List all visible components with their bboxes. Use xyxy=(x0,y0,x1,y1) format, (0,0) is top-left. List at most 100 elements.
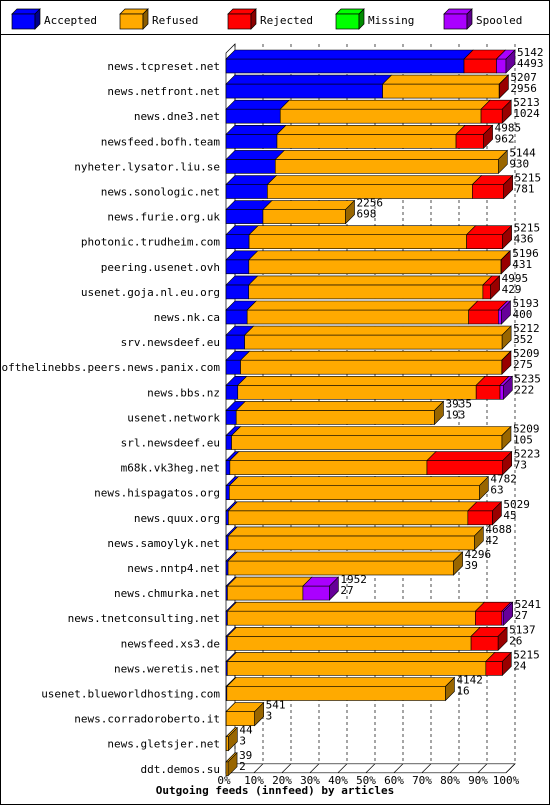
row-accepted-label: 27 xyxy=(515,609,528,622)
bar-spooled xyxy=(500,385,503,399)
bar-accepted xyxy=(226,285,249,299)
row-label: nyheter.lysator.liu.se xyxy=(74,160,220,173)
bar-refused xyxy=(275,159,498,173)
bar-spooled xyxy=(303,586,329,600)
bar-refused xyxy=(228,536,474,550)
bar-refused xyxy=(228,511,467,525)
row-label: news.tcpreset.net xyxy=(107,60,220,73)
bar-accepted-top xyxy=(226,75,392,84)
legend-label: Missing xyxy=(368,14,414,27)
legend-swatch xyxy=(336,14,359,29)
bar-accepted xyxy=(226,436,232,450)
row-label: news.hispagatos.org xyxy=(94,487,220,500)
legend-swatch xyxy=(228,14,251,29)
legend-swatch xyxy=(120,14,143,29)
bar-refused-top xyxy=(280,100,490,109)
row-accepted-label: 962 xyxy=(495,132,515,145)
bar-refused xyxy=(226,737,228,751)
chart-title: Outgoing feeds (innfeed) by articles xyxy=(0,784,550,797)
bar-refused xyxy=(227,586,302,600)
bar-refused xyxy=(227,687,446,701)
bar-refused xyxy=(227,661,486,675)
bar-refused-top xyxy=(227,678,455,687)
bar-refused-top xyxy=(227,577,311,586)
bar-accepted xyxy=(226,561,228,575)
row-label: news.quux.org xyxy=(134,512,220,525)
bar-refused-top xyxy=(227,627,480,636)
row-accepted-label: 27 xyxy=(340,584,353,597)
legend-label: Rejected xyxy=(260,14,313,27)
bar-accepted xyxy=(226,84,383,98)
bar-refused-top xyxy=(238,376,485,385)
bar-accepted-top xyxy=(226,100,289,109)
row-accepted-label: 24 xyxy=(513,659,527,672)
bar-refused-top xyxy=(247,301,477,310)
row-accepted-label: 2956 xyxy=(510,82,536,95)
row-accepted-label: 42 xyxy=(485,534,498,547)
bar-refused-top xyxy=(249,251,510,260)
row-label: photonic.trudheim.com xyxy=(81,236,220,249)
row-accepted-label: 16 xyxy=(456,685,469,698)
bar-rejected xyxy=(471,636,498,650)
row-accepted-label: 275 xyxy=(513,358,533,371)
bar-refused-top xyxy=(228,527,483,536)
row-label: usenet.goja.nl.eu.org xyxy=(81,286,220,299)
row-label: news.samoylyk.net xyxy=(107,537,220,550)
bar-rejected xyxy=(486,661,502,675)
bar-refused xyxy=(241,360,502,374)
bar-accepted xyxy=(226,134,277,148)
row-accepted-label: 429 xyxy=(502,283,522,296)
bar-refused xyxy=(263,210,346,224)
row-label: news.nk.ca xyxy=(154,311,220,324)
bar-accepted xyxy=(226,335,245,349)
bar-refused xyxy=(227,636,471,650)
bar-refused-top xyxy=(277,125,465,134)
row-label: newsfeed.xs3.de xyxy=(121,637,220,650)
row-label: news.bbs.nz xyxy=(147,386,220,399)
bar-spooled xyxy=(498,310,501,324)
bar-accepted-top xyxy=(226,125,286,134)
row-accepted-label: 63 xyxy=(490,484,503,497)
row-label: news.tnetconsulting.net xyxy=(68,612,220,625)
row-label: news.sonologic.net xyxy=(101,186,220,199)
bar-rejected xyxy=(483,285,491,299)
bar-rejected xyxy=(456,134,484,148)
bar-refused-top xyxy=(229,477,488,486)
row-label: news.furie.org.uk xyxy=(107,211,220,224)
bar-refused-top xyxy=(245,326,511,335)
row-accepted-label: 2 xyxy=(239,760,246,773)
row-accepted-label: 39 xyxy=(465,559,478,572)
row-accepted-label: 781 xyxy=(515,183,535,196)
bar-accepted xyxy=(226,109,280,123)
row-accepted-label: 3 xyxy=(239,735,246,748)
row-accepted-label: 73 xyxy=(514,459,527,472)
row-label: news.chmurka.net xyxy=(114,587,220,600)
bar-accepted xyxy=(226,511,228,525)
bar-refused-top xyxy=(275,150,507,159)
bar-refused-top xyxy=(236,401,443,410)
row-accepted-label: 105 xyxy=(513,434,533,447)
legend-label: Refused xyxy=(152,14,198,27)
legend-label: Spooled xyxy=(476,14,522,27)
row-accepted-label: 698 xyxy=(357,208,377,221)
bar-refused xyxy=(236,410,434,424)
bar-accepted xyxy=(226,360,241,374)
row-label: usenet.network xyxy=(127,411,220,424)
bar-refused xyxy=(229,486,479,500)
bar-refused-top xyxy=(227,652,495,661)
bar-refused xyxy=(249,260,501,274)
legend-label: Accepted xyxy=(44,14,97,27)
bar-rejected xyxy=(475,611,501,625)
bar-refused xyxy=(230,461,427,475)
bar-rejected xyxy=(476,385,500,399)
row-label: news.netfront.net xyxy=(107,85,220,98)
bar-refused-top xyxy=(263,201,355,210)
bar-refused-top xyxy=(227,602,484,611)
row-accepted-label: 436 xyxy=(514,233,534,246)
bar-refused xyxy=(227,611,475,625)
row-accepted-label: 400 xyxy=(512,308,532,321)
row-accepted-label: 431 xyxy=(512,258,532,271)
row-accepted-label: 3 xyxy=(266,710,273,723)
